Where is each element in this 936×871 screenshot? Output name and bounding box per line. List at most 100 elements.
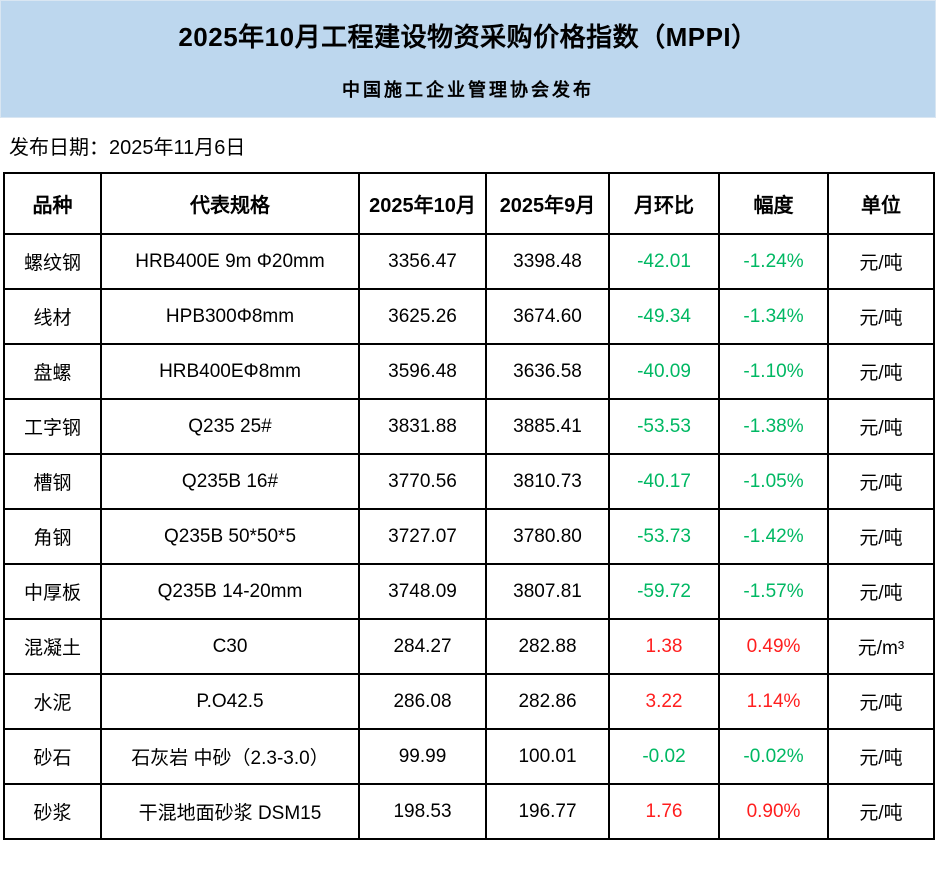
cell-sep_2025: 3810.73 bbox=[485, 453, 610, 510]
cell-unit: 元/吨 bbox=[827, 398, 935, 455]
cell-sep_2025: 282.88 bbox=[485, 618, 610, 675]
cell-oct_2025: 3596.48 bbox=[358, 343, 487, 400]
cell-oct_2025: 3727.07 bbox=[358, 508, 487, 565]
cell-name: 螺纹钢 bbox=[3, 233, 102, 290]
cell-sep_2025: 3636.58 bbox=[485, 343, 610, 400]
cell-unit: 元/m³ bbox=[827, 618, 935, 675]
table-row: 槽钢 Q235B 16# 3770.56 3810.73 -40.17 -1.05% 元/吨 bbox=[3, 453, 935, 510]
table-row: 螺纹钢 HRB400E 9m Φ20mm 3356.47 3398.48 -42.01-… bbox=[3, 233, 935, 290]
cell-name: 水泥 bbox=[3, 673, 102, 730]
cell-mom_pct: -1.57% bbox=[718, 563, 829, 620]
column-header-0: 品种 bbox=[3, 172, 102, 235]
cell-name: 线材 bbox=[3, 288, 102, 345]
cell-unit: 元/吨 bbox=[827, 233, 935, 290]
cell-name: 中厚板 bbox=[3, 563, 102, 620]
column-header-2: 2025年10月 bbox=[358, 172, 487, 235]
cell-mom_pct: 1.14% bbox=[718, 673, 829, 730]
cell-oct_2025: 3831.88 bbox=[358, 398, 487, 455]
cell-spec: HPB300Φ8mm bbox=[100, 288, 360, 345]
cell-sep_2025: 3807.81 bbox=[485, 563, 610, 620]
cell-mom_pct: -1.10% bbox=[718, 343, 829, 400]
column-header-1: 代表规格 bbox=[100, 172, 360, 235]
cell-unit: 元/吨 bbox=[827, 728, 935, 785]
cell-name: 混凝土 bbox=[3, 618, 102, 675]
table-row: 中厚板 Q235B 14-20mm 3748.09 3807.81 -59.72 -1.5… bbox=[3, 563, 935, 620]
table-header-row: 品种 代表规格 2025年10月 2025年9月 月环比 幅度 单位 bbox=[3, 172, 935, 235]
cell-mom_pct: -0.02% bbox=[718, 728, 829, 785]
cell-mom_change: -59.72 bbox=[608, 563, 720, 620]
cell-oct_2025: 284.27 bbox=[358, 618, 487, 675]
cell-sep_2025: 282.86 bbox=[485, 673, 610, 730]
cell-unit: 元/吨 bbox=[827, 453, 935, 510]
cell-mom_change: 1.76 bbox=[608, 783, 720, 840]
cell-mom_pct: -1.05% bbox=[718, 453, 829, 510]
cell-spec: HRB400EΦ8mm bbox=[100, 343, 360, 400]
cell-spec: 干混地面砂浆 DSM15 bbox=[100, 783, 360, 840]
cell-sep_2025: 3780.80 bbox=[485, 508, 610, 565]
cell-mom_change: 1.38 bbox=[608, 618, 720, 675]
cell-mom_change: -0.02 bbox=[608, 728, 720, 785]
cell-unit: 元/吨 bbox=[827, 343, 935, 400]
cell-mom_pct: -1.42% bbox=[718, 508, 829, 565]
cell-name: 工字钢 bbox=[3, 398, 102, 455]
cell-mom_change: -49.34 bbox=[608, 288, 720, 345]
cell-spec: 石灰岩 中砂（2.3-3.0） bbox=[100, 728, 360, 785]
cell-mom_change: -53.53 bbox=[608, 398, 720, 455]
cell-unit: 元/吨 bbox=[827, 563, 935, 620]
cell-oct_2025: 3625.26 bbox=[358, 288, 487, 345]
cell-unit: 元/吨 bbox=[827, 783, 935, 840]
cell-sep_2025: 3674.60 bbox=[485, 288, 610, 345]
column-header-6: 单位 bbox=[827, 172, 935, 235]
page-title: 2025年10月工程建设物资采购价格指数（MPPI） bbox=[178, 22, 758, 52]
table-row: 盘螺 HRB400EΦ8mm 3596.48 3636.58 -40.09 -1.10% 元… bbox=[3, 343, 935, 400]
release-date-row: 发布日期：2025年11月6日 bbox=[0, 118, 936, 172]
cell-spec: Q235B 50*50*5 bbox=[100, 508, 360, 565]
cell-unit: 元/吨 bbox=[827, 508, 935, 565]
table-row: 水泥 P.O42.5 286.08 282.86 3.22 1.14% 元/吨 bbox=[3, 673, 935, 730]
release-date-text: 发布日期：2025年11月6日 bbox=[9, 136, 246, 159]
cell-spec: Q235B 16# bbox=[100, 453, 360, 510]
cell-name: 角钢 bbox=[3, 508, 102, 565]
cell-mom_change: -53.73 bbox=[608, 508, 720, 565]
cell-name: 盘螺 bbox=[3, 343, 102, 400]
cell-mom_change: 3.22 bbox=[608, 673, 720, 730]
table-row: 工字钢 Q235 25# 3831.88 3885.41 -53.53 -1.38% 元/吨 bbox=[3, 398, 935, 455]
cell-unit: 元/吨 bbox=[827, 673, 935, 730]
column-header-5: 幅度 bbox=[718, 172, 829, 235]
cell-oct_2025: 3356.47 bbox=[358, 233, 487, 290]
cell-mom_change: -40.09 bbox=[608, 343, 720, 400]
cell-spec: C30 bbox=[100, 618, 360, 675]
cell-name: 砂浆 bbox=[3, 783, 102, 840]
table-row: 线材 HPB300Φ8mm 3625.26 3674.60 -49.34 -1.34% 元/… bbox=[3, 288, 935, 345]
table-body: 螺纹钢 HRB400E 9m Φ20mm 3356.47 3398.48 -42.01-… bbox=[3, 233, 935, 840]
cell-oct_2025: 286.08 bbox=[358, 673, 487, 730]
cell-oct_2025: 3770.56 bbox=[358, 453, 487, 510]
cell-sep_2025: 100.01 bbox=[485, 728, 610, 785]
title-banner: 2025年10月工程建设物资采购价格指数（MPPI） 中国施工企业管理协会发布 bbox=[0, 0, 936, 118]
cell-sep_2025: 3398.48 bbox=[485, 233, 610, 290]
cell-mom_change: -40.17 bbox=[608, 453, 720, 510]
cell-oct_2025: 198.53 bbox=[358, 783, 487, 840]
table-row: 混凝土 C30 284.27 282.88 1.38 0.49% 元/m³ bbox=[3, 618, 935, 675]
table-row: 角钢 Q235B 50*50*5 3727.07 3780.80 -53.73 -1.42… bbox=[3, 508, 935, 565]
cell-sep_2025: 196.77 bbox=[485, 783, 610, 840]
cell-spec: P.O42.5 bbox=[100, 673, 360, 730]
column-header-4: 月环比 bbox=[608, 172, 720, 235]
column-header-3: 2025年9月 bbox=[485, 172, 610, 235]
cell-mom_change: -42.01 bbox=[608, 233, 720, 290]
cell-mom_pct: 0.49% bbox=[718, 618, 829, 675]
cell-mom_pct: -1.38% bbox=[718, 398, 829, 455]
cell-mom_pct: -1.24% bbox=[718, 233, 829, 290]
price-index-table: 品种 代表规格 2025年10月 2025年9月 月环比 幅度 单位 螺纹钢 HRB400E … bbox=[3, 172, 935, 840]
cell-mom_pct: -1.34% bbox=[718, 288, 829, 345]
table-row: 砂石 石灰岩 中砂（2.3-3.0） 99.99 100.01 -0.02 -0.02% 元… bbox=[3, 728, 935, 785]
cell-oct_2025: 99.99 bbox=[358, 728, 487, 785]
cell-mom_pct: 0.90% bbox=[718, 783, 829, 840]
cell-spec: HRB400E 9m Φ20mm bbox=[100, 233, 360, 290]
cell-spec: Q235B 14-20mm bbox=[100, 563, 360, 620]
cell-unit: 元/吨 bbox=[827, 288, 935, 345]
cell-name: 槽钢 bbox=[3, 453, 102, 510]
cell-oct_2025: 3748.09 bbox=[358, 563, 487, 620]
cell-sep_2025: 3885.41 bbox=[485, 398, 610, 455]
